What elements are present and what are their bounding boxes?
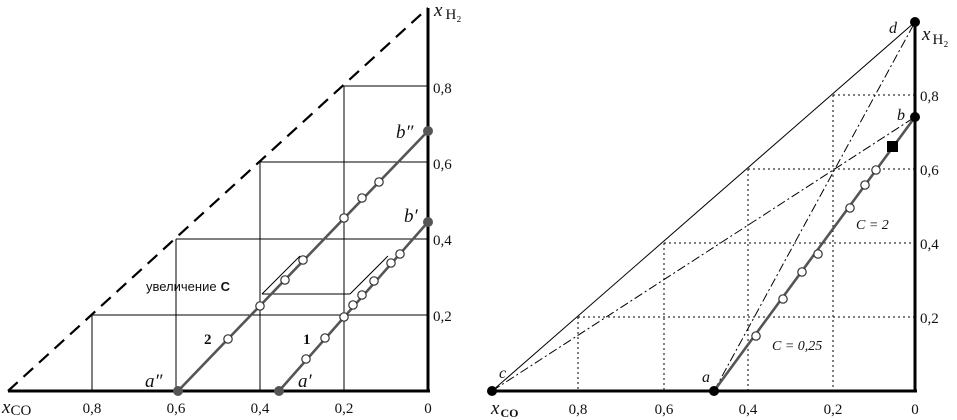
right-dashdot-lines: [491, 21, 916, 392]
right-dotted-grid: [577, 94, 915, 391]
point-a-dot: [709, 386, 719, 396]
y-tick-label: 0,6: [433, 157, 452, 173]
right-y-axis-title: x H₂: [921, 24, 949, 48]
right-line-markers: [751, 165, 881, 341]
point-c-label: c: [499, 365, 506, 382]
data-marker: [860, 180, 870, 190]
left-line-2-markers: [223, 177, 384, 344]
left-y-tick-labels: 0,8 0,6 0,4 0,2: [433, 81, 452, 325]
increase-c-label: увеличение C: [146, 279, 231, 294]
point-b-dot: [910, 112, 920, 122]
left-endpoints: [173, 126, 433, 396]
data-marker: [301, 354, 311, 364]
data-marker: [797, 267, 807, 277]
data-marker: [339, 213, 349, 223]
data-marker: [298, 255, 308, 265]
y-tick-label: 0,2: [433, 309, 452, 325]
x-tick-label: 0,2: [335, 401, 354, 417]
point-a-double-prime-dot: [173, 386, 183, 396]
point-a-double-prime-label: a″: [145, 371, 164, 392]
right-x-axis-title: xCO: [490, 398, 518, 420]
right-boundary-cd: [491, 21, 916, 392]
y-tick-label: 0,4: [433, 233, 452, 249]
data-marker: [280, 275, 290, 285]
point-a-prime-dot: [274, 386, 284, 396]
y-tick-label: 0,6: [920, 163, 939, 179]
y-tick-label: 0,4: [920, 237, 939, 253]
point-b-prime-dot: [423, 217, 433, 227]
data-marker: [751, 331, 761, 341]
x-tick-label: 0,8: [83, 401, 102, 417]
right-endpoints: [487, 17, 920, 396]
data-marker: [223, 334, 233, 344]
x-tick-label: 0,4: [251, 401, 270, 417]
square-marker: [887, 141, 898, 152]
data-marker: [320, 333, 330, 343]
data-marker: [357, 193, 367, 203]
point-b-label: b: [897, 107, 905, 124]
data-marker: [348, 300, 358, 310]
point-b-prime-label: b′: [404, 206, 419, 227]
x-tick-label: 0,2: [824, 402, 843, 418]
point-c-dot: [487, 386, 497, 396]
label-c025: C = 0,25: [772, 339, 822, 354]
data-marker: [871, 165, 881, 175]
data-marker: [369, 276, 379, 286]
x-tick-label: 0: [424, 401, 432, 417]
label-c2: C = 2: [856, 218, 889, 233]
y-tick-label: 0,8: [433, 81, 452, 97]
point-d-label: d: [889, 20, 898, 37]
data-marker: [845, 203, 855, 213]
left-x-axis-title: xCO: [1, 397, 31, 419]
right-y-tick-labels: 0,8 0,6 0,4 0,2: [920, 89, 939, 327]
left-construction-lines: [91, 85, 428, 391]
left-x-tick-labels: 0,8 0,6 0,4 0,2 0: [83, 401, 432, 417]
point-a-label: a: [702, 369, 710, 386]
data-marker: [395, 249, 405, 259]
data-marker: [386, 258, 396, 268]
x-tick-label: 0,6: [167, 401, 186, 417]
data-marker: [374, 177, 384, 187]
point-b-double-prime-label: b″: [396, 122, 415, 143]
point-a-prime-label: a′: [298, 371, 313, 392]
left-dashed-boundary: [7, 7, 429, 392]
data-marker: [357, 290, 367, 300]
y-tick-label: 0,8: [920, 89, 939, 105]
data-marker: [339, 312, 349, 322]
point-d-dot: [910, 17, 920, 27]
data-marker: [778, 294, 788, 304]
x-tick-label: 0,8: [569, 402, 588, 418]
point-b-double-prime-dot: [423, 126, 433, 136]
line-2-label: 2: [204, 332, 212, 348]
x-tick-label: 0: [911, 402, 919, 418]
left-line-1-markers: [301, 249, 405, 364]
x-tick-label: 0,4: [739, 402, 758, 418]
data-marker: [255, 301, 265, 311]
line-1-label: 1: [303, 332, 311, 348]
right-x-tick-labels: 0,8 0,6 0,4 0,2 0: [569, 402, 919, 418]
y-tick-label: 0,2: [920, 311, 939, 327]
data-marker: [813, 249, 823, 259]
left-y-axis-title: x H₂: [433, 0, 462, 23]
x-tick-label: 0,6: [655, 402, 674, 418]
